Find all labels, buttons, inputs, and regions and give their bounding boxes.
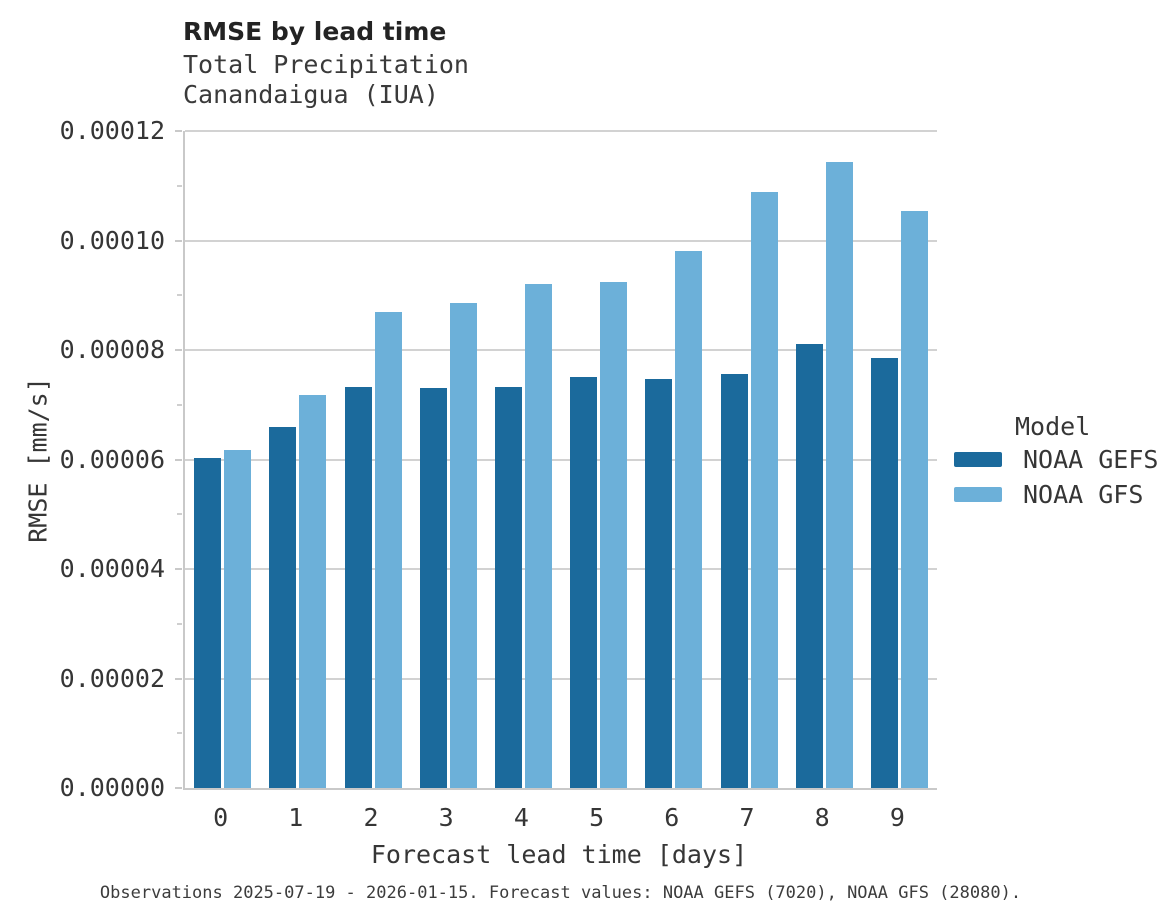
legend-entry-noaa-gefs: NOAA GEFS [954,442,1158,477]
y-tick-label: 0.00010 [59,225,165,255]
y-minor-tick [177,513,182,516]
y-gridline [185,130,937,132]
y-major-tick [175,787,182,789]
bar-noaa-gefs-day-1 [269,427,297,788]
y-gridline [185,568,937,570]
legend-swatch-noaa-gefs [954,452,1002,467]
y-tick-label: 0.00004 [59,554,165,583]
y-tick-label: 0.00000 [59,773,165,802]
bar-noaa-gefs-day-8 [795,343,823,788]
bar-noaa-gefs-day-5 [570,376,598,788]
bar-noaa-gfs-day-2 [374,312,402,788]
x-tick-label-day-2: 2 [363,803,379,832]
bar-noaa-gfs-day-4 [524,284,552,788]
legend-title: Model [1015,412,1091,441]
bar-noaa-gfs-day-5 [600,281,628,788]
y-minor-tick [177,184,182,187]
bar-noaa-gfs-day-9 [900,211,928,788]
bar-noaa-gefs-day-9 [870,357,898,788]
bar-noaa-gefs-day-2 [344,386,372,788]
y-major-tick [175,568,182,570]
bar-noaa-gfs-day-3 [449,302,477,788]
bar-noaa-gefs-day-6 [645,379,673,788]
legend-label-noaa-gefs: NOAA GEFS [1023,445,1159,474]
bar-noaa-gfs-day-8 [825,161,853,788]
bar-noaa-gefs-day-4 [494,387,522,788]
x-tick-label-day-9: 9 [889,803,905,832]
y-tick-label: 0.00012 [59,116,165,145]
legend-entry-noaa-gfs: NOAA GFS [954,477,1158,512]
x-tick-label-day-4: 4 [513,803,529,832]
y-minor-tick [177,622,182,625]
y-gridline [185,458,937,461]
bar-noaa-gefs-day-3 [419,388,447,788]
x-tick-label-day-6: 6 [664,803,680,832]
y-minor-tick [177,294,182,297]
y-minor-tick [177,732,182,735]
y-tick-label: 0.00008 [59,335,165,364]
y-major-tick [175,349,182,351]
bar-noaa-gfs-day-0 [224,450,252,788]
x-tick-label-day-1: 1 [288,803,304,832]
y-gridline [185,349,937,351]
legend-label-noaa-gfs: NOAA GFS [1023,480,1144,509]
y-gridline [185,239,937,242]
x-tick-label-day-5: 5 [589,803,605,832]
y-major-tick [175,239,182,242]
chart-subtitle-variable: Total Precipitation [183,50,469,79]
y-major-tick [175,458,182,461]
y-tick-label: 0.00006 [59,444,165,474]
chart-subtitle-station: Canandaigua (IUA) [183,80,439,109]
plot-area [183,130,937,790]
bar-noaa-gefs-day-0 [194,457,222,788]
x-tick-label-day-8: 8 [814,803,830,832]
legend: Model NOAA GEFS NOAA GFS [954,405,1158,512]
bar-noaa-gfs-day-7 [750,192,778,788]
y-axis-tick-labels: 0.00000 0.00002 0.00004 0.00006 0.00008 0.000… [40,0,165,921]
x-tick-label-day-3: 3 [438,803,454,832]
bar-noaa-gefs-day-7 [720,374,748,788]
y-major-tick [175,130,182,132]
x-tick-label-day-7: 7 [739,803,755,832]
y-tick-label: 0.00002 [59,663,165,693]
legend-swatch-noaa-gfs [954,487,1002,502]
bar-noaa-gfs-day-1 [299,395,327,788]
y-major-tick [175,677,182,680]
x-tick-label-day-0: 0 [213,803,229,832]
bar-noaa-gfs-day-6 [675,251,703,788]
chart-title: RMSE by lead time [183,17,447,46]
caption: Observations 2025-07-19 - 2026-01-15. Fo… [99,883,1022,903]
y-minor-tick [177,403,182,406]
x-axis-title: Forecast lead time [days] [370,840,748,869]
y-gridline [185,677,937,680]
